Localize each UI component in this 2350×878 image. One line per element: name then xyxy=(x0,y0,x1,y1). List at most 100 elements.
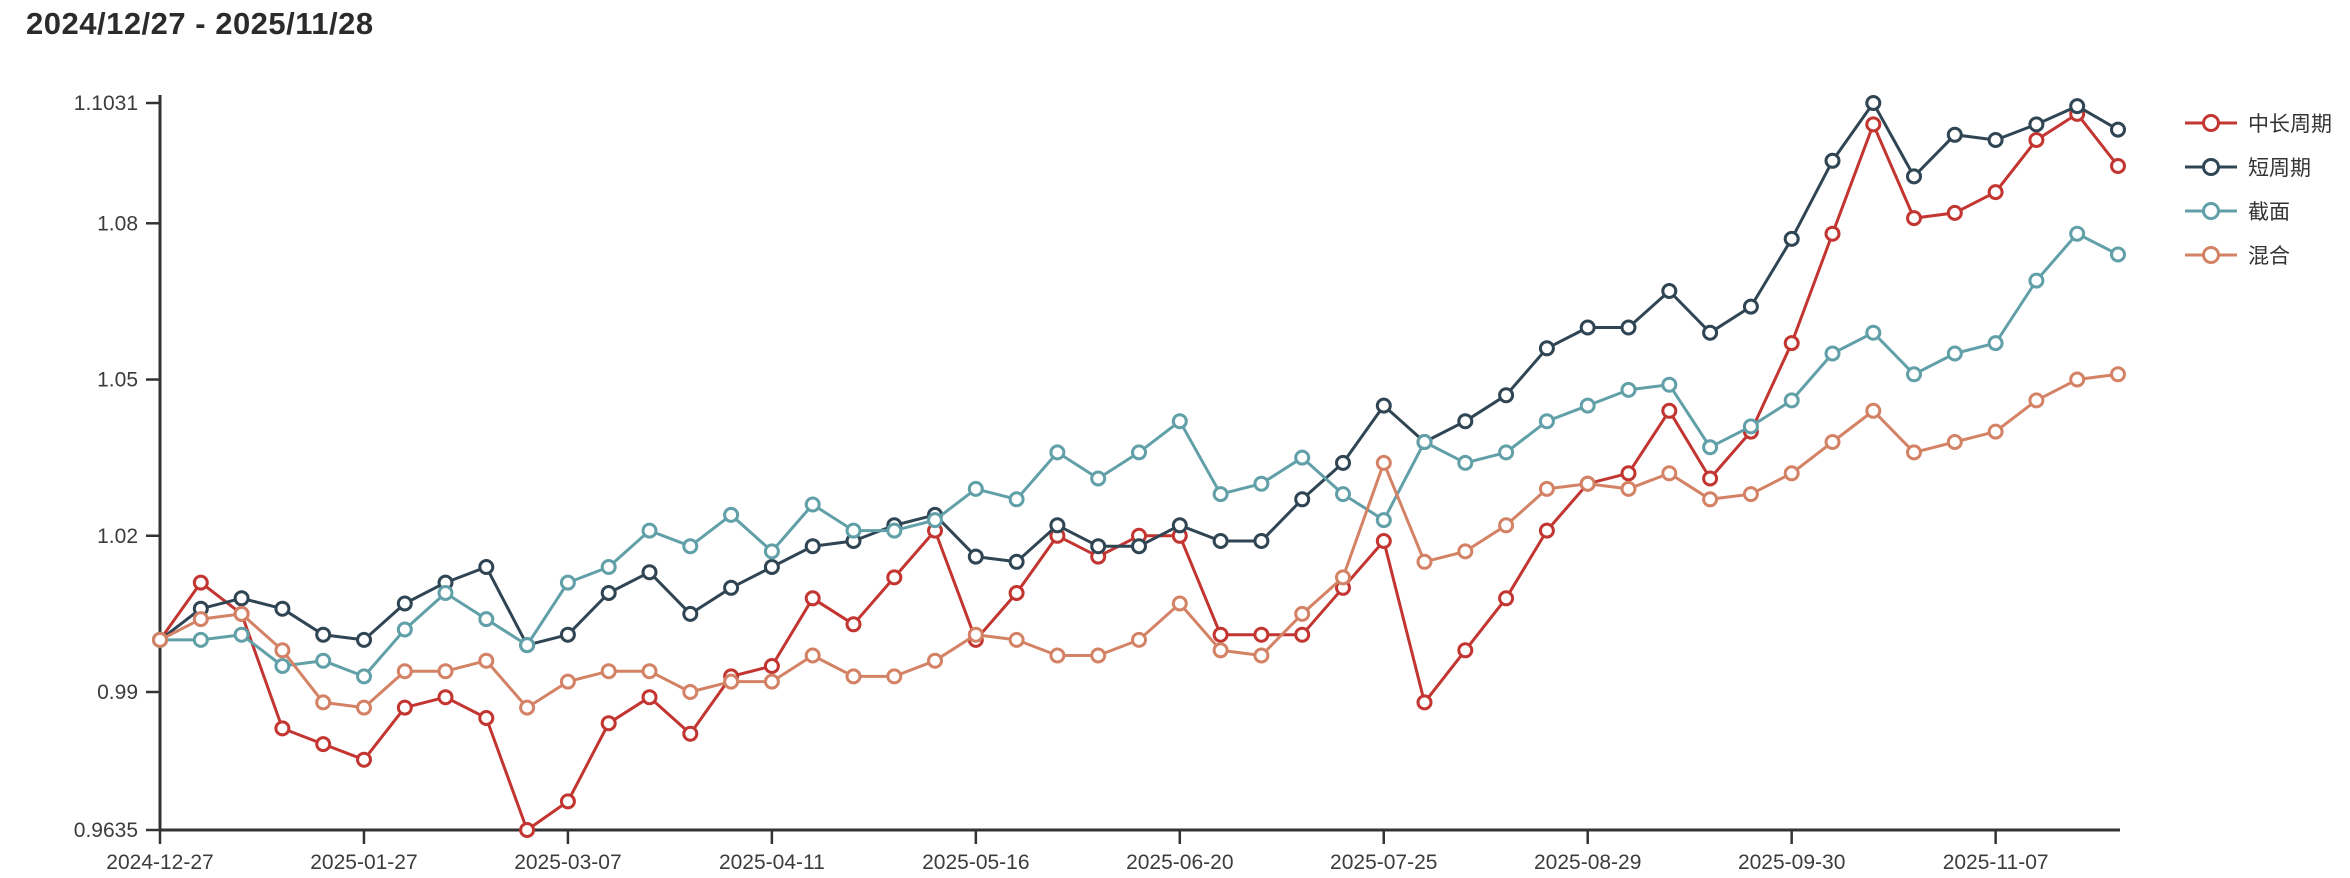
data-point-marker-mixed xyxy=(1375,454,1392,471)
legend-line-marker-icon xyxy=(2185,114,2237,132)
data-point-marker-cross-section xyxy=(192,631,209,648)
data-point-marker-cross-section xyxy=(2110,246,2126,263)
data-point-marker-mixed xyxy=(356,699,372,716)
data-point-marker-cross-section xyxy=(1498,444,1515,461)
data-point-marker-cross-section xyxy=(1906,366,1922,383)
data-point-marker-short-cycle xyxy=(804,538,821,555)
data-point-marker-mixed xyxy=(1538,480,1555,497)
data-point-marker-mixed xyxy=(192,611,209,628)
data-point-marker-cross-section xyxy=(1253,475,1270,492)
data-point-marker-mid-long-cycle xyxy=(2028,132,2045,148)
data-point-marker-mid-long-cycle xyxy=(1416,694,1433,711)
data-point-marker-cross-section xyxy=(519,637,536,654)
data-point-marker-mixed xyxy=(1294,605,1311,622)
data-point-marker-mixed xyxy=(1253,647,1270,664)
data-point-marker-mixed xyxy=(1131,631,1147,648)
data-point-marker-mid-long-cycle xyxy=(1538,522,1555,539)
data-point-marker-cross-section xyxy=(233,626,250,643)
legend-item-short-cycle[interactable]: 短周期 xyxy=(2184,145,2332,189)
data-point-marker-short-cycle xyxy=(1783,230,1800,247)
data-point-marker-short-cycle xyxy=(2028,116,2045,133)
data-point-marker-short-cycle xyxy=(559,626,576,643)
data-point-marker-short-cycle xyxy=(1661,283,1678,299)
data-point-marker-short-cycle xyxy=(356,631,372,648)
data-point-marker-short-cycle xyxy=(1131,538,1147,555)
data-point-marker-mixed xyxy=(804,647,821,664)
data-point-marker-short-cycle xyxy=(1335,454,1351,471)
data-point-marker-short-cycle xyxy=(396,595,413,612)
data-point-marker-cross-section xyxy=(559,574,576,591)
x-tick-label: 2025-08-29 xyxy=(1534,851,1641,874)
data-point-marker-mixed xyxy=(1498,517,1515,534)
data-point-marker-mixed xyxy=(1212,642,1229,659)
data-point-marker-short-cycle xyxy=(1620,319,1637,336)
data-point-marker-short-cycle xyxy=(1171,517,1188,534)
x-tick-label: 2025-07-25 xyxy=(1330,851,1437,874)
data-point-marker-mixed xyxy=(2069,371,2086,388)
data-point-marker-cross-section xyxy=(1742,418,1759,435)
data-point-marker-mixed xyxy=(886,668,903,685)
data-point-marker-short-cycle xyxy=(2069,98,2086,115)
data-point-marker-mid-long-cycle xyxy=(1008,585,1025,601)
data-point-marker-cross-section xyxy=(1538,413,1555,430)
data-point-marker-mid-long-cycle xyxy=(1212,626,1229,643)
legend-line-marker-icon xyxy=(2185,202,2237,220)
data-point-marker-cross-section xyxy=(1987,335,2004,352)
y-tick-label: 0.99 xyxy=(97,681,138,704)
data-point-marker-cross-section xyxy=(1049,444,1066,461)
data-point-marker-mixed xyxy=(1171,595,1188,612)
data-point-marker-cross-section xyxy=(886,522,903,539)
data-point-marker-short-cycle xyxy=(967,548,984,565)
data-point-marker-mixed xyxy=(1008,631,1025,648)
data-point-marker-mid-long-cycle xyxy=(1702,470,1719,487)
data-point-marker-mid-long-cycle xyxy=(478,710,495,726)
data-point-marker-cross-section xyxy=(600,559,617,575)
data-point-marker-mid-long-cycle xyxy=(1375,533,1392,549)
data-point-marker-mid-long-cycle xyxy=(396,699,413,716)
legend-item-mid-long-cycle[interactable]: 中长周期 xyxy=(2184,101,2332,145)
data-point-marker-mixed xyxy=(845,668,862,685)
data-point-marker-cross-section xyxy=(2028,272,2045,289)
data-point-marker-mid-long-cycle xyxy=(1253,626,1270,643)
data-point-marker-cross-section xyxy=(1661,376,1678,393)
data-point-marker-short-cycle xyxy=(723,579,740,596)
data-point-marker-mixed xyxy=(1865,402,1882,419)
data-point-marker-mid-long-cycle xyxy=(1946,204,1963,221)
data-point-marker-cross-section xyxy=(1457,454,1474,471)
data-point-marker-short-cycle xyxy=(1742,298,1759,315)
y-tick-label: 1.08 xyxy=(97,212,138,235)
data-point-marker-short-cycle xyxy=(1375,397,1392,414)
data-point-marker-mid-long-cycle xyxy=(519,822,536,838)
data-point-marker-mixed xyxy=(1457,543,1474,560)
data-point-marker-mixed xyxy=(559,673,576,690)
x-tick-label: 2025-11-07 xyxy=(1943,851,2049,874)
data-point-marker-short-cycle xyxy=(641,564,658,581)
series-line-short-cycle xyxy=(158,101,2120,647)
data-point-marker-cross-section xyxy=(1131,444,1147,461)
x-tick-label: 2025-09-30 xyxy=(1738,851,1845,874)
data-point-marker-mid-long-cycle xyxy=(600,715,617,732)
y-tick-label: 1.05 xyxy=(97,369,138,392)
x-tick-label: 2025-03-07 xyxy=(514,851,621,874)
data-point-marker-mixed xyxy=(1824,434,1841,450)
data-point-marker-mixed xyxy=(396,663,413,680)
series-line-mid-long-cycle xyxy=(158,112,2120,832)
data-point-marker-cross-section xyxy=(1090,470,1107,487)
data-point-marker-mid-long-cycle xyxy=(1620,465,1637,482)
data-point-marker-short-cycle xyxy=(2110,121,2126,138)
data-point-marker-mid-long-cycle xyxy=(845,616,862,633)
data-point-marker-mid-long-cycle xyxy=(1457,642,1474,659)
data-point-marker-short-cycle xyxy=(1538,340,1555,357)
legend-item-mixed[interactable]: 混合 xyxy=(2184,233,2332,277)
data-point-marker-mixed xyxy=(1620,480,1637,497)
data-point-marker-mixed xyxy=(519,699,536,716)
data-point-marker-mid-long-cycle xyxy=(1661,402,1678,419)
legend-item-cross-section[interactable]: 截面 xyxy=(2184,189,2332,233)
x-tick-label: 2025-05-16 xyxy=(922,851,1029,874)
data-point-marker-short-cycle xyxy=(1457,413,1474,430)
x-tick-label: 2025-04-11 xyxy=(719,851,825,874)
data-point-marker-mixed xyxy=(1702,491,1719,508)
data-point-marker-mid-long-cycle xyxy=(1294,626,1311,643)
